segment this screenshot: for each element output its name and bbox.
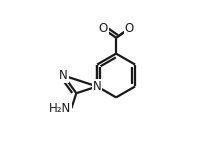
Text: O: O bbox=[124, 22, 134, 35]
Text: H₂N: H₂N bbox=[49, 102, 72, 115]
Text: N: N bbox=[59, 69, 68, 82]
Text: O: O bbox=[99, 22, 108, 35]
Text: N: N bbox=[93, 80, 102, 93]
Text: N: N bbox=[93, 80, 102, 93]
